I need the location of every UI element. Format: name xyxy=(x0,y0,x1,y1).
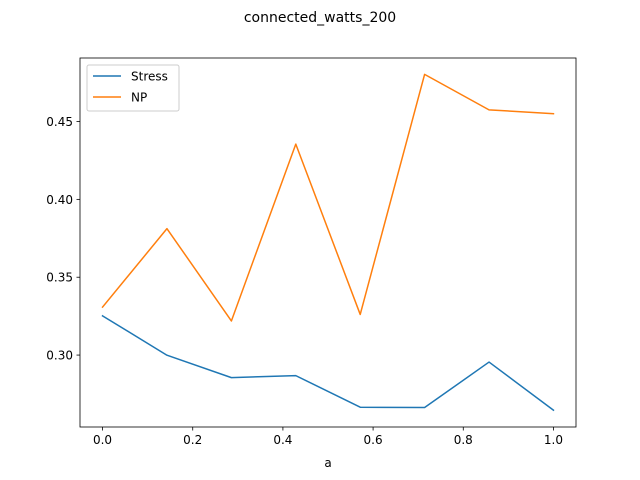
chart-title: connected_watts_200 xyxy=(244,10,396,26)
x-tick-label: 1.0 xyxy=(544,433,563,447)
y-tick-label: 0.45 xyxy=(46,115,73,129)
x-tick-label: 0.0 xyxy=(93,433,112,447)
y-tick-label: 0.35 xyxy=(46,271,73,285)
x-tick-label: 0.4 xyxy=(273,433,292,447)
y-tick-label: 0.30 xyxy=(46,349,73,363)
y-tick-label: 0.40 xyxy=(46,193,73,207)
series-line-stress xyxy=(101,314,555,412)
x-tick-label: 0.2 xyxy=(183,433,202,447)
axes-frame xyxy=(79,57,577,428)
legend-label-np: NP xyxy=(131,91,147,105)
series-line-np xyxy=(101,73,555,322)
x-tick-label: 0.8 xyxy=(454,433,473,447)
x-tick-label: 0.6 xyxy=(364,433,383,447)
legend: Stress NP xyxy=(86,64,180,112)
legend-label-stress: Stress xyxy=(131,70,168,84)
plot-area: 0.0 0.2 0.4 0.6 0.8 1.0 0.30 0.35 0.40 0.45 xyxy=(46,57,577,447)
x-axis-label: a xyxy=(324,456,331,470)
